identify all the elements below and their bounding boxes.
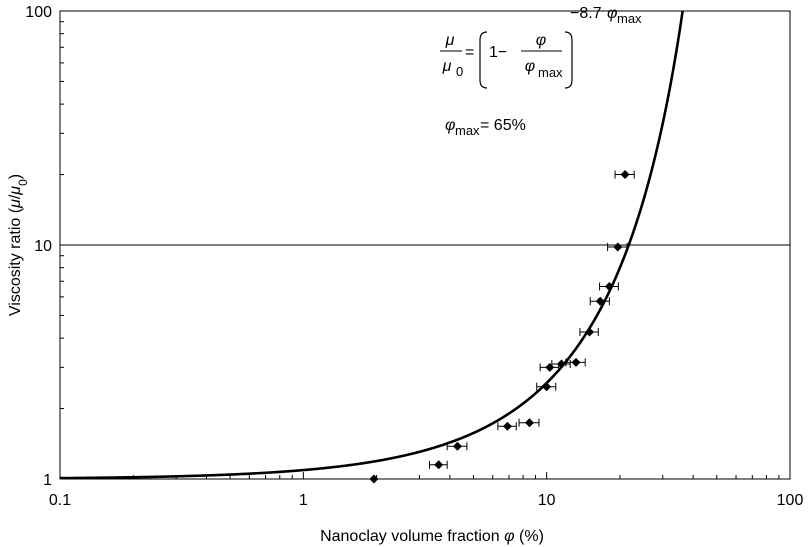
data-point-marker (604, 281, 614, 291)
x-tick-label: 100 (777, 492, 804, 509)
x-tick-label: 1 (299, 492, 308, 509)
phimax-sub: max (455, 123, 480, 138)
y-axis-title: Viscosity ratio (μ/μ0) (7, 174, 30, 316)
eq-frac-denominator: φ (525, 58, 535, 75)
eq-lhs-denominator: μ (442, 58, 452, 75)
eq-lhs-denominator-sub: 0 (456, 64, 463, 79)
phimax-label: φ max = 65% (445, 117, 526, 138)
data-point-marker (369, 474, 379, 484)
data-point-marker (434, 460, 444, 470)
data-point-marker (613, 242, 623, 252)
y-tick-label: 10 (34, 238, 52, 255)
x-axis-title-symbol: φ (504, 528, 514, 545)
data-point-marker (620, 170, 630, 180)
eq-frac-denominator-sub: max (538, 65, 563, 80)
x-tick-labels: 0.1 1 10 100 (49, 492, 804, 509)
phimax-symbol: φ (445, 117, 455, 134)
model-curve (59, 10, 684, 480)
eq-one-minus: 1− (489, 44, 507, 61)
eq-lhs-numerator: μ (445, 32, 455, 49)
eq-exponent-symbol: φ (607, 5, 617, 22)
x-axis-title-main: Nanoclay volume fraction (320, 528, 504, 545)
data-point-marker (524, 418, 534, 428)
data-points (369, 170, 635, 484)
y-axis-title-sub0: 0 (16, 179, 30, 186)
data-point-marker (556, 359, 566, 369)
data-point-marker (502, 421, 512, 431)
x-tick-label: 10 (538, 492, 556, 509)
x-tick-label: 0.1 (49, 492, 71, 509)
eq-exponent-coeff: −8.7 (570, 5, 602, 22)
data-point-marker (452, 441, 462, 451)
equation: μ μ 0 = 1− φ φ max −8.7 φ max (440, 5, 642, 89)
eq-exponent-sub: max (617, 11, 642, 26)
y-axis-title-mu: μ (7, 199, 24, 209)
y-axis-title-slash: / (7, 194, 24, 199)
data-point-marker (542, 382, 552, 392)
y-axis-title-mu0: μ (7, 186, 24, 196)
y-tick-label: 100 (25, 4, 52, 21)
eq-right-paren (564, 31, 573, 89)
y-tick-label: 1 (43, 472, 52, 489)
y-axis-title-close: ) (7, 174, 24, 179)
y-axis-title-main: Viscosity ratio ( (7, 207, 24, 316)
data-point-marker (595, 296, 605, 306)
eq-frac-numerator: φ (536, 32, 546, 49)
data-point-marker (585, 327, 595, 337)
eq-left-paren (479, 31, 488, 89)
y-tick-labels: 1 10 100 (25, 4, 52, 489)
eq-equals: = (465, 44, 474, 61)
x-axis-title: Nanoclay volume fraction φ (%) (320, 528, 544, 545)
x-axis-title-unit: (%) (515, 528, 544, 545)
phimax-value: = 65% (480, 117, 526, 134)
data-point-marker (571, 357, 581, 367)
